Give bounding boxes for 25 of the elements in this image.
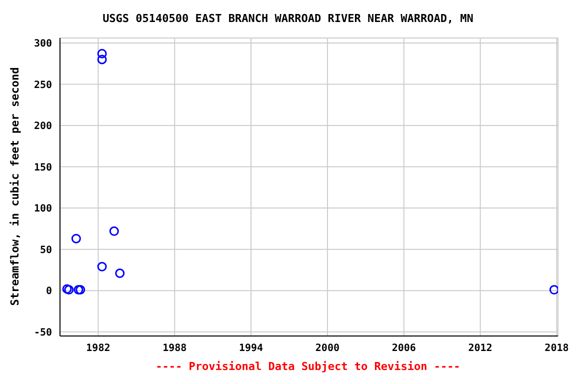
point — [97, 262, 107, 272]
point — [97, 48, 107, 58]
point — [71, 234, 81, 244]
y-tick-label: 100 — [34, 204, 52, 215]
x-tick-label: 1982 — [86, 343, 110, 354]
x-tick-label: 2012 — [468, 343, 492, 354]
point — [97, 54, 107, 64]
point — [115, 268, 125, 278]
x-tick-label: 2000 — [315, 343, 340, 354]
y-tick-label: 0 — [46, 286, 52, 298]
x-tick-label: 2006 — [392, 343, 416, 354]
text: ---- Provisional Data Subject to Revision ---- — [154, 360, 462, 373]
y-tick-label: -50 — [34, 327, 52, 338]
x-tick-label: 2018 — [544, 343, 569, 354]
point — [549, 285, 558, 295]
x-tick-label: 1988 — [162, 343, 187, 354]
y-tick-label: 50 — [40, 244, 52, 256]
y-tick-label: 150 — [34, 162, 52, 174]
y-axis-title: Streamflow, in cubic feet per second — [8, 66, 22, 308]
x-tick-label: 1994 — [239, 343, 264, 354]
point — [109, 226, 119, 236]
y-tick-label: 200 — [34, 121, 52, 132]
chart-title: USGS 05140500 EAST BRANCH WARROAD RIVER NEAR WARROAD, MN — [102, 12, 474, 25]
y-tick-label: 250 — [34, 80, 52, 91]
y-tick-label: 300 — [34, 38, 52, 50]
